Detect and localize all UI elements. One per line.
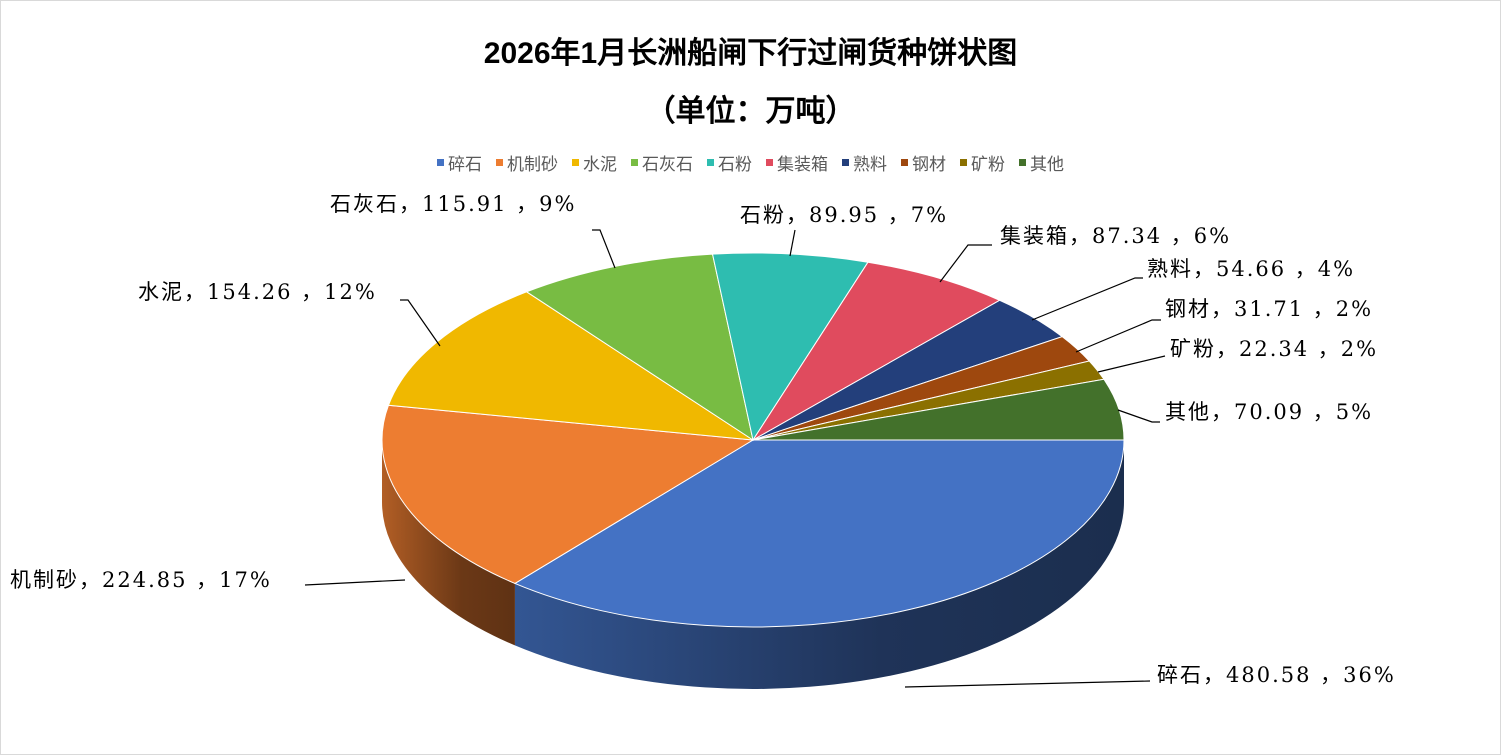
legend-swatch	[496, 159, 503, 166]
legend-swatch	[901, 159, 908, 166]
leader-line	[1075, 319, 1161, 353]
data-label: 石粉，89.95 ，7%	[740, 203, 948, 227]
data-label: 石灰石，115.91 ，9%	[330, 192, 576, 216]
legend-item: 集装箱	[766, 150, 828, 175]
data-label: 集装箱，87.34 ，6%	[1000, 224, 1231, 248]
legend-label: 水泥	[583, 155, 617, 175]
legend-label: 机制砂	[507, 155, 558, 175]
pie-slice-机制砂[interactable]	[381, 404, 755, 584]
legend-swatch	[437, 159, 444, 166]
legend-label: 石粉	[718, 155, 752, 175]
pie-side-1	[382, 440, 515, 646]
pie-slice-集装箱[interactable]	[752, 261, 1001, 441]
legend-swatch	[707, 159, 714, 166]
data-label: 熟料，54.66 ，4%	[1147, 257, 1355, 281]
legend-label: 石灰石	[642, 155, 693, 175]
leader-line	[939, 244, 992, 283]
legend-label: 矿粉	[971, 155, 1005, 175]
leader-line	[592, 229, 616, 269]
legend-label: 钢材	[912, 155, 946, 175]
data-label: 机制砂，224.85 ，17%	[10, 568, 272, 592]
legend-label: 集装箱	[777, 155, 828, 175]
legend-item: 石灰石	[631, 150, 693, 175]
pie-side-0	[514, 440, 1124, 689]
legend: 碎石 机制砂 水泥 石灰石 石粉 集装箱 熟料 钢材 矿粉 其他	[0, 150, 1501, 175]
leader-line	[904, 680, 1151, 688]
leader-line	[304, 579, 406, 586]
data-label: 碎石，480.58 ，36%	[1157, 663, 1396, 687]
legend-swatch	[572, 159, 579, 166]
legend-item: 碎石	[437, 150, 482, 175]
legend-item: 钢材	[901, 150, 946, 175]
chart-title: 2026年1月长洲船闸下行过闸货种饼状图	[483, 37, 1018, 70]
legend-swatch	[631, 159, 638, 166]
legend-item: 熟料	[842, 150, 887, 175]
legend-item: 其他	[1019, 150, 1064, 175]
legend-item: 水泥	[572, 150, 617, 175]
data-label: 水泥，154.26 ，12%	[138, 280, 377, 304]
data-label: 钢材，31.71 ，2%	[1165, 297, 1373, 321]
legend-item: 石粉	[707, 150, 752, 175]
pie-slice-石粉[interactable]	[711, 252, 869, 442]
legend-label: 其他	[1030, 155, 1064, 175]
leader-line	[1031, 277, 1143, 321]
leader-line	[400, 299, 441, 347]
legend-swatch	[842, 159, 849, 166]
legend-label: 熟料	[853, 155, 887, 175]
legend-item: 机制砂	[496, 150, 558, 175]
legend-swatch	[766, 159, 773, 166]
pie-slice-碎石[interactable]	[513, 439, 1125, 628]
chart-subtitle: （单位：万吨）	[645, 95, 856, 128]
leader-line	[789, 229, 796, 257]
data-label: 矿粉，22.34 ，2%	[1170, 337, 1378, 361]
legend-item: 矿粉	[960, 150, 1005, 175]
leader-line	[1097, 355, 1166, 373]
data-label: 其他，70.09 ，5%	[1165, 400, 1373, 424]
legend-label: 碎石	[448, 155, 482, 175]
pie-slice-其他[interactable]	[752, 378, 1125, 441]
leader-line	[1117, 409, 1160, 423]
legend-swatch	[1019, 159, 1026, 166]
legend-swatch	[960, 159, 967, 166]
